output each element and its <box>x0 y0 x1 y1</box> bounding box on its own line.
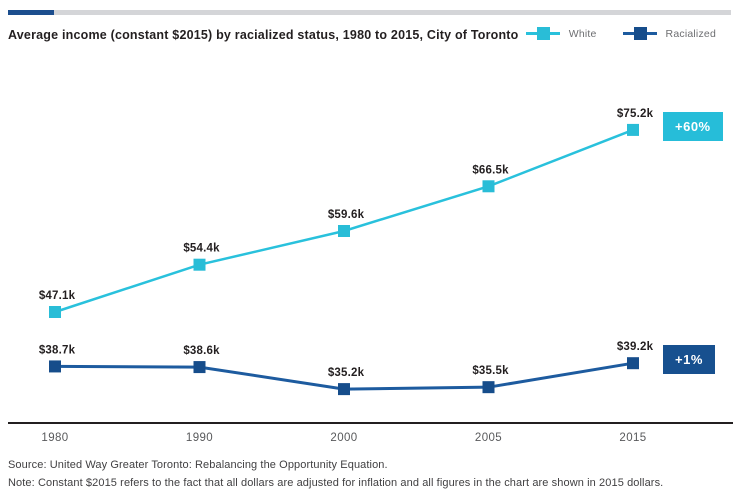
legend-swatch-white <box>525 27 560 40</box>
data-point-label: $35.2k <box>328 367 365 379</box>
growth-badge-racialized: +1% <box>663 345 715 375</box>
data-point-label: $54.4k <box>183 243 220 255</box>
legend-label-racialized: Racialized <box>665 27 716 40</box>
x-axis-tick-label: 1990 <box>186 432 213 444</box>
legend-item-white: White <box>525 27 597 40</box>
methodology-note: Note: Constant $2015 refers to the fact … <box>8 477 664 489</box>
data-point-marker <box>627 123 639 136</box>
data-point-label: $38.6k <box>183 345 220 357</box>
data-point-label: $59.6k <box>328 209 365 221</box>
data-point-marker <box>627 357 639 370</box>
x-axis-tick-label: 2000 <box>330 432 357 444</box>
top-accent-bar-track <box>8 10 731 15</box>
data-point-marker <box>193 258 206 271</box>
source-note: Source: United Way Greater Toronto: Reba… <box>8 459 388 471</box>
data-point-label: $47.1k <box>39 290 76 302</box>
data-point-marker <box>49 360 61 373</box>
x-axis-tick-label: 1980 <box>41 432 68 444</box>
data-point-label: $39.2k <box>617 341 654 353</box>
legend-item-racialized: Racialized <box>622 27 716 40</box>
data-point-marker <box>482 381 495 394</box>
legend-label-white: White <box>568 27 597 40</box>
legend-swatch-racialized <box>622 27 657 40</box>
top-accent-bar <box>8 10 54 15</box>
legend: White Racialized <box>525 27 716 40</box>
data-point-marker <box>49 306 61 318</box>
data-point-label: $35.5k <box>472 365 509 377</box>
data-point-label: $75.2k <box>617 108 654 120</box>
legend-marker-icon <box>633 27 647 40</box>
legend-marker-icon <box>536 27 550 40</box>
growth-badge-white: +60% <box>663 111 723 141</box>
x-axis-tick-label: 2015 <box>619 432 646 444</box>
chart-title: Average income (constant $2015) by racia… <box>8 28 519 42</box>
data-point-marker <box>482 180 495 193</box>
data-point-label: $66.5k <box>472 164 509 176</box>
data-point-marker <box>193 361 206 374</box>
data-point-label: $38.7k <box>39 344 76 356</box>
x-axis-tick-label: 2005 <box>475 432 502 444</box>
data-point-marker <box>338 383 350 396</box>
data-point-marker <box>338 225 350 237</box>
